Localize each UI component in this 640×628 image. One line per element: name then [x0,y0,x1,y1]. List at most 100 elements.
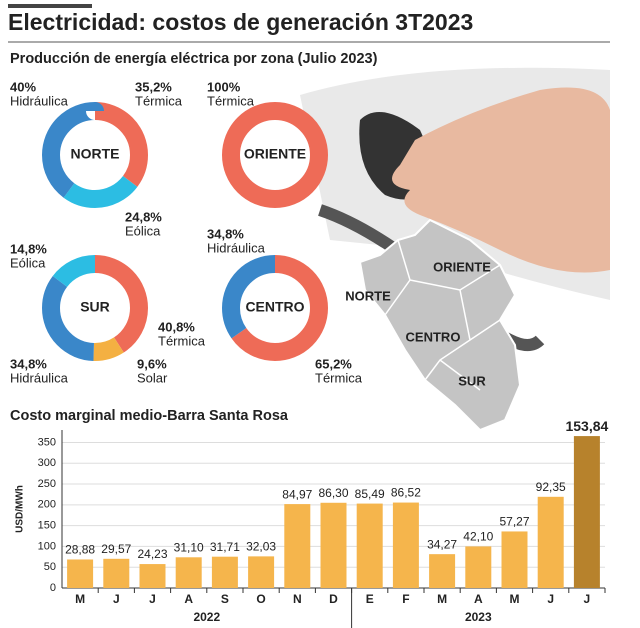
hand [392,87,610,273]
axis-label: USD/MWh [15,485,26,533]
bar [465,546,492,588]
donut-segment [222,255,328,361]
pct-label: 24,8% [125,209,162,224]
category-label: Térmica [315,370,363,385]
bar [429,554,456,588]
value-label: 31,10 [174,540,204,554]
x-tick-label: J [149,592,156,606]
value-label: 29,57 [101,542,131,556]
x-tick-label: M [437,592,447,606]
value-label: 31,71 [210,540,240,554]
donut-segment [42,102,148,208]
x-tick-label: A [474,592,483,606]
pct-label: 40,8% [158,319,195,334]
category-label: Hidráulica [10,93,69,108]
map: ORIENTE NORTE CENTRO SUR [345,218,522,432]
x-tick-label: D [329,592,338,606]
bar [537,496,564,588]
subtitle: Producción de energía eléctrica por zona… [10,51,378,67]
bar [139,564,166,588]
bar [248,556,275,588]
peru [358,218,522,432]
y-tick-label: 0 [50,582,56,594]
pct-label: 65,2% [315,356,352,371]
photo [300,67,610,351]
x-tick-label: M [75,592,85,606]
x-tick-label: J [584,592,591,606]
category-label: Térmica [135,93,183,108]
region-label: SUR [458,373,486,388]
y-tick-label: 300 [38,457,56,469]
bar [573,436,600,588]
bar [392,502,419,588]
pct-label: 100% [207,79,241,94]
bar [501,531,528,588]
value-label: 24,23 [137,547,167,561]
zone-label: ORIENTE [244,146,306,162]
y-tick-label: 350 [38,436,56,448]
year-label: 2022 [193,610,220,624]
value-label: 86,30 [318,486,348,500]
title: Electricidad: costos de generación 3T202… [8,9,473,35]
category-label: Hidráulica [10,370,69,385]
x-tick-label: S [221,592,229,606]
region-label: CENTRO [406,329,461,344]
value-label: 34,27 [427,537,457,551]
top-bar [8,4,92,8]
value-label: 57,27 [499,515,529,529]
zone-label: SUR [80,299,110,315]
pct-label: 34,8% [207,226,244,241]
y-tick-label: 200 [38,499,56,511]
value-label: 92,35 [536,480,566,494]
value-label: 32,03 [246,540,276,554]
pct-label: 34,8% [10,356,47,371]
zone-label: NORTE [71,146,120,162]
bar [175,557,202,588]
x-tick-label: J [113,592,120,606]
donut-segment [42,255,148,361]
pct-label: 40% [10,79,36,94]
category-label: Eólica [10,255,46,270]
category-label: Térmica [207,93,255,108]
value-label: 42,10 [463,530,493,544]
pct-label: 14,8% [10,241,47,256]
value-label: 85,49 [355,487,385,501]
y-tick-label: 150 [38,520,56,532]
donut-segment [222,102,328,208]
y-tick-label: 250 [38,478,56,490]
x-tick-label: A [184,592,193,606]
y-tick-label: 50 [44,561,56,573]
bar [67,559,94,588]
year-label: 2023 [465,610,492,624]
bar [103,558,130,588]
bar [356,503,383,588]
zone-label: CENTRO [245,299,304,315]
donut-segment [42,255,148,361]
value-label: 153,84 [565,418,608,434]
donut-segment [42,255,148,361]
x-tick-label: J [547,592,554,606]
bar [284,504,311,588]
category-label: Eólica [125,223,161,238]
category-label: Térmica [158,333,206,348]
y-tick-label: 100 [38,540,56,552]
donut-segment [42,102,148,208]
x-tick-label: E [366,592,374,606]
category-label: Hidráulica [207,240,266,255]
x-tick-label: M [510,592,520,606]
bar [320,502,347,588]
x-tick-label: O [256,592,265,606]
region-label: ORIENTE [433,259,491,274]
bar-title: Costo marginal medio-Barra Santa Rosa [10,408,289,424]
pct-label: 35,2% [135,79,172,94]
category-label: Solar [137,370,168,385]
value-label: 84,97 [282,487,312,501]
value-label: 86,52 [391,486,421,500]
region-label: NORTE [345,288,391,303]
x-tick-label: F [402,592,409,606]
bar [211,556,238,588]
pct-label: 9,6% [137,356,167,371]
value-label: 28,88 [65,543,95,557]
borders [384,239,501,391]
